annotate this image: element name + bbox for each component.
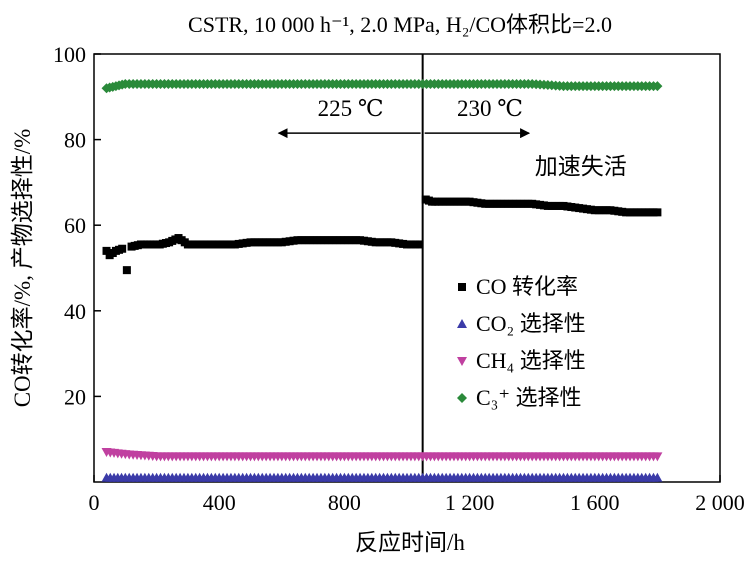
y-tick-label: 20 xyxy=(64,384,86,409)
x-tick-label: 400 xyxy=(203,490,236,515)
x-tick-label: 0 xyxy=(89,490,100,515)
data-point xyxy=(652,452,663,462)
y-axis-ticks: 20 40 60 80 100 xyxy=(53,42,101,409)
x-tick-label: 800 xyxy=(328,490,361,515)
legend-label: CO 转化率 xyxy=(476,274,578,299)
legend-label: C₃⁺ 选择性 xyxy=(476,385,581,410)
series-group xyxy=(101,448,663,462)
y-axis-label: CO转化率/%, 产物选择性/% xyxy=(10,129,35,408)
y-tick-label: 40 xyxy=(64,299,86,324)
x-axis-label: 反应时间/h xyxy=(355,530,465,555)
series-layer xyxy=(101,78,663,482)
right-phase-label: 230 ℃ xyxy=(457,96,523,121)
y-tick-label: 60 xyxy=(64,213,86,238)
data-point xyxy=(118,244,127,253)
plot-frame xyxy=(93,53,721,483)
x-tick-label: 1 600 xyxy=(570,490,620,515)
y-tick-label: 100 xyxy=(53,42,86,67)
x-tick-label: 2 000 xyxy=(695,490,745,515)
data-point xyxy=(407,240,416,249)
data-point xyxy=(403,240,411,249)
legend-label: CH₄ 选择性 xyxy=(476,348,586,373)
legend: CO 转化率 CO₂ 选择性 CH₄ 选择性 C₃⁺ 选择性 xyxy=(457,274,586,410)
data-point xyxy=(653,208,662,217)
data-point xyxy=(411,240,420,249)
data-point xyxy=(415,240,424,249)
data-point xyxy=(102,246,111,255)
x-tick-label: 1 200 xyxy=(445,490,495,515)
legend-marker xyxy=(458,283,466,291)
legend-marker xyxy=(457,319,467,328)
series-group xyxy=(101,78,663,94)
series-group xyxy=(101,472,663,482)
series-group xyxy=(102,195,662,275)
y-tick-label: 80 xyxy=(64,128,86,153)
data-point xyxy=(652,81,663,92)
deactivation-label: 加速失活 xyxy=(535,154,627,179)
left-phase-label: 225 ℃ xyxy=(318,96,384,121)
legend-marker xyxy=(457,357,467,366)
legend-marker xyxy=(457,393,467,403)
data-point xyxy=(122,266,131,275)
data-point xyxy=(652,472,663,482)
chart-title: CSTR, 10 000 h⁻¹, 2.0 MPa, H₂/CO体积比=2.0 xyxy=(188,12,612,37)
legend-label: CO₂ 选择性 xyxy=(476,311,586,336)
